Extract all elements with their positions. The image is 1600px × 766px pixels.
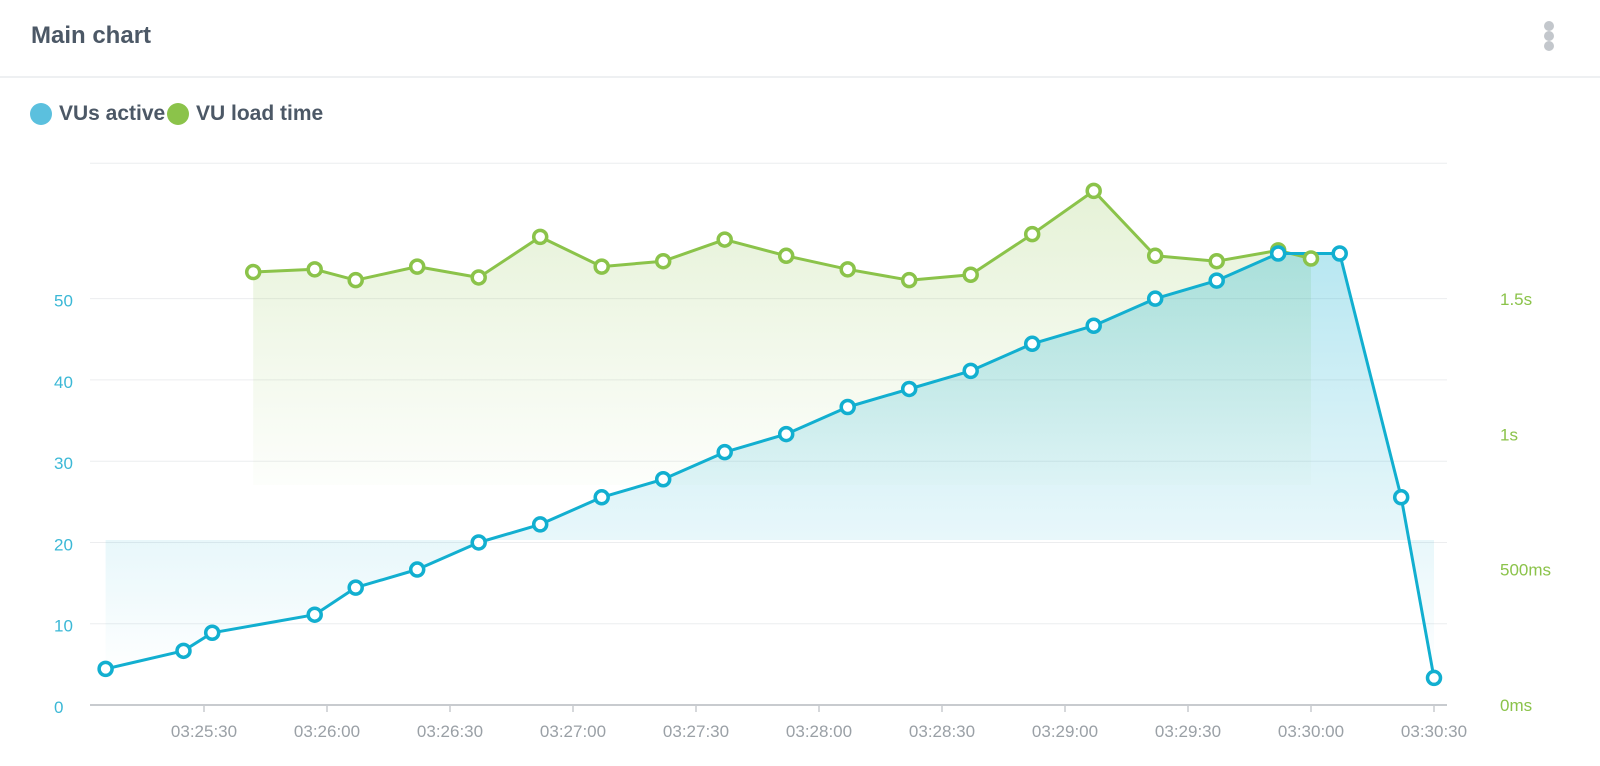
point-vu-load-time xyxy=(654,252,672,270)
point-vus-active xyxy=(203,624,221,642)
point-vus-active xyxy=(1331,245,1348,262)
point-vu-load-time xyxy=(1208,252,1225,270)
point-vu-load-time xyxy=(347,271,364,289)
x-tick-label: 03:26:00 xyxy=(294,722,360,741)
page-title: Main chart xyxy=(31,22,152,49)
point-vu-load-time xyxy=(593,258,610,275)
point-vus-active xyxy=(593,489,610,506)
point-vus-active xyxy=(175,642,192,660)
point-vus-active xyxy=(531,516,549,533)
y-left-tick-label: 50 xyxy=(54,292,73,311)
y-right-tick-label: 500ms xyxy=(1500,561,1551,580)
point-vus-active xyxy=(716,443,733,461)
point-vu-load-time xyxy=(1023,225,1041,243)
point-vu-load-time xyxy=(716,231,733,248)
x-tick-label: 03:28:30 xyxy=(909,722,975,741)
point-vu-load-time xyxy=(839,261,856,278)
point-vu-load-time xyxy=(306,261,323,278)
point-vus-active xyxy=(97,660,114,678)
point-vu-load-time xyxy=(1146,247,1164,265)
point-vu-load-time xyxy=(962,266,979,283)
point-vu-load-time xyxy=(1302,250,1320,267)
x-tick-label: 03:25:30 xyxy=(171,722,237,741)
point-vus-active xyxy=(306,606,323,623)
point-vus-active xyxy=(408,561,426,578)
point-vus-active xyxy=(962,362,979,380)
x-tick-label: 03:30:30 xyxy=(1401,722,1467,741)
point-vu-load-time xyxy=(408,258,426,275)
point-vus-active xyxy=(900,380,918,398)
y-right-tick-label: 1.5s xyxy=(1500,290,1532,309)
panel-header: Main chart xyxy=(0,0,1600,78)
x-tick-label: 03:30:00 xyxy=(1278,722,1344,741)
series-areas xyxy=(105,190,1435,678)
y-left-tick-label: 10 xyxy=(54,617,73,636)
x-tick-label: 03:26:30 xyxy=(417,722,483,741)
point-vus-active xyxy=(347,579,364,596)
point-vu-load-time xyxy=(1085,182,1102,200)
point-vus-active xyxy=(1392,489,1410,506)
point-vu-load-time xyxy=(900,271,918,289)
legend-label-vu-load-time: VU load time xyxy=(196,102,324,125)
point-vus-active xyxy=(839,398,856,416)
point-vus-active xyxy=(1425,669,1443,687)
legend-swatch-vus-active xyxy=(30,103,52,125)
y-right-tick-label: 0ms xyxy=(1500,696,1532,715)
y-right-tick-label: 1s xyxy=(1500,425,1518,444)
x-tick-label: 03:29:00 xyxy=(1032,722,1098,741)
y-left-tick-label: 40 xyxy=(54,373,73,392)
point-vus-active xyxy=(1208,272,1225,289)
point-vus-active xyxy=(1269,245,1287,262)
point-vus-active xyxy=(777,425,795,443)
point-vu-load-time xyxy=(531,228,549,246)
point-vus-active xyxy=(1146,290,1164,307)
point-vus-active xyxy=(1023,335,1041,353)
legend-label-vus-active: VUs active xyxy=(59,102,166,125)
x-tick-label: 03:27:00 xyxy=(540,722,606,741)
legend-swatch-vu-load-time xyxy=(167,103,189,125)
point-vus-active xyxy=(1085,317,1102,334)
more-vertical-icon[interactable] xyxy=(1541,20,1557,52)
point-vu-load-time xyxy=(244,263,262,281)
x-tick-label: 03:28:00 xyxy=(786,722,852,741)
point-vus-active xyxy=(470,534,487,551)
y-left-tick-label: 0 xyxy=(54,698,63,717)
x-tick-label: 03:29:30 xyxy=(1155,722,1221,741)
y-left-tick-label: 20 xyxy=(54,535,73,554)
point-vu-load-time xyxy=(777,247,795,265)
point-vu-load-time xyxy=(470,269,487,286)
area-vus-active xyxy=(105,253,1435,678)
y-left-tick-label: 30 xyxy=(54,454,73,473)
x-tick-label: 03:27:30 xyxy=(663,722,729,741)
series-points xyxy=(97,182,1443,687)
point-vus-active xyxy=(654,471,672,488)
